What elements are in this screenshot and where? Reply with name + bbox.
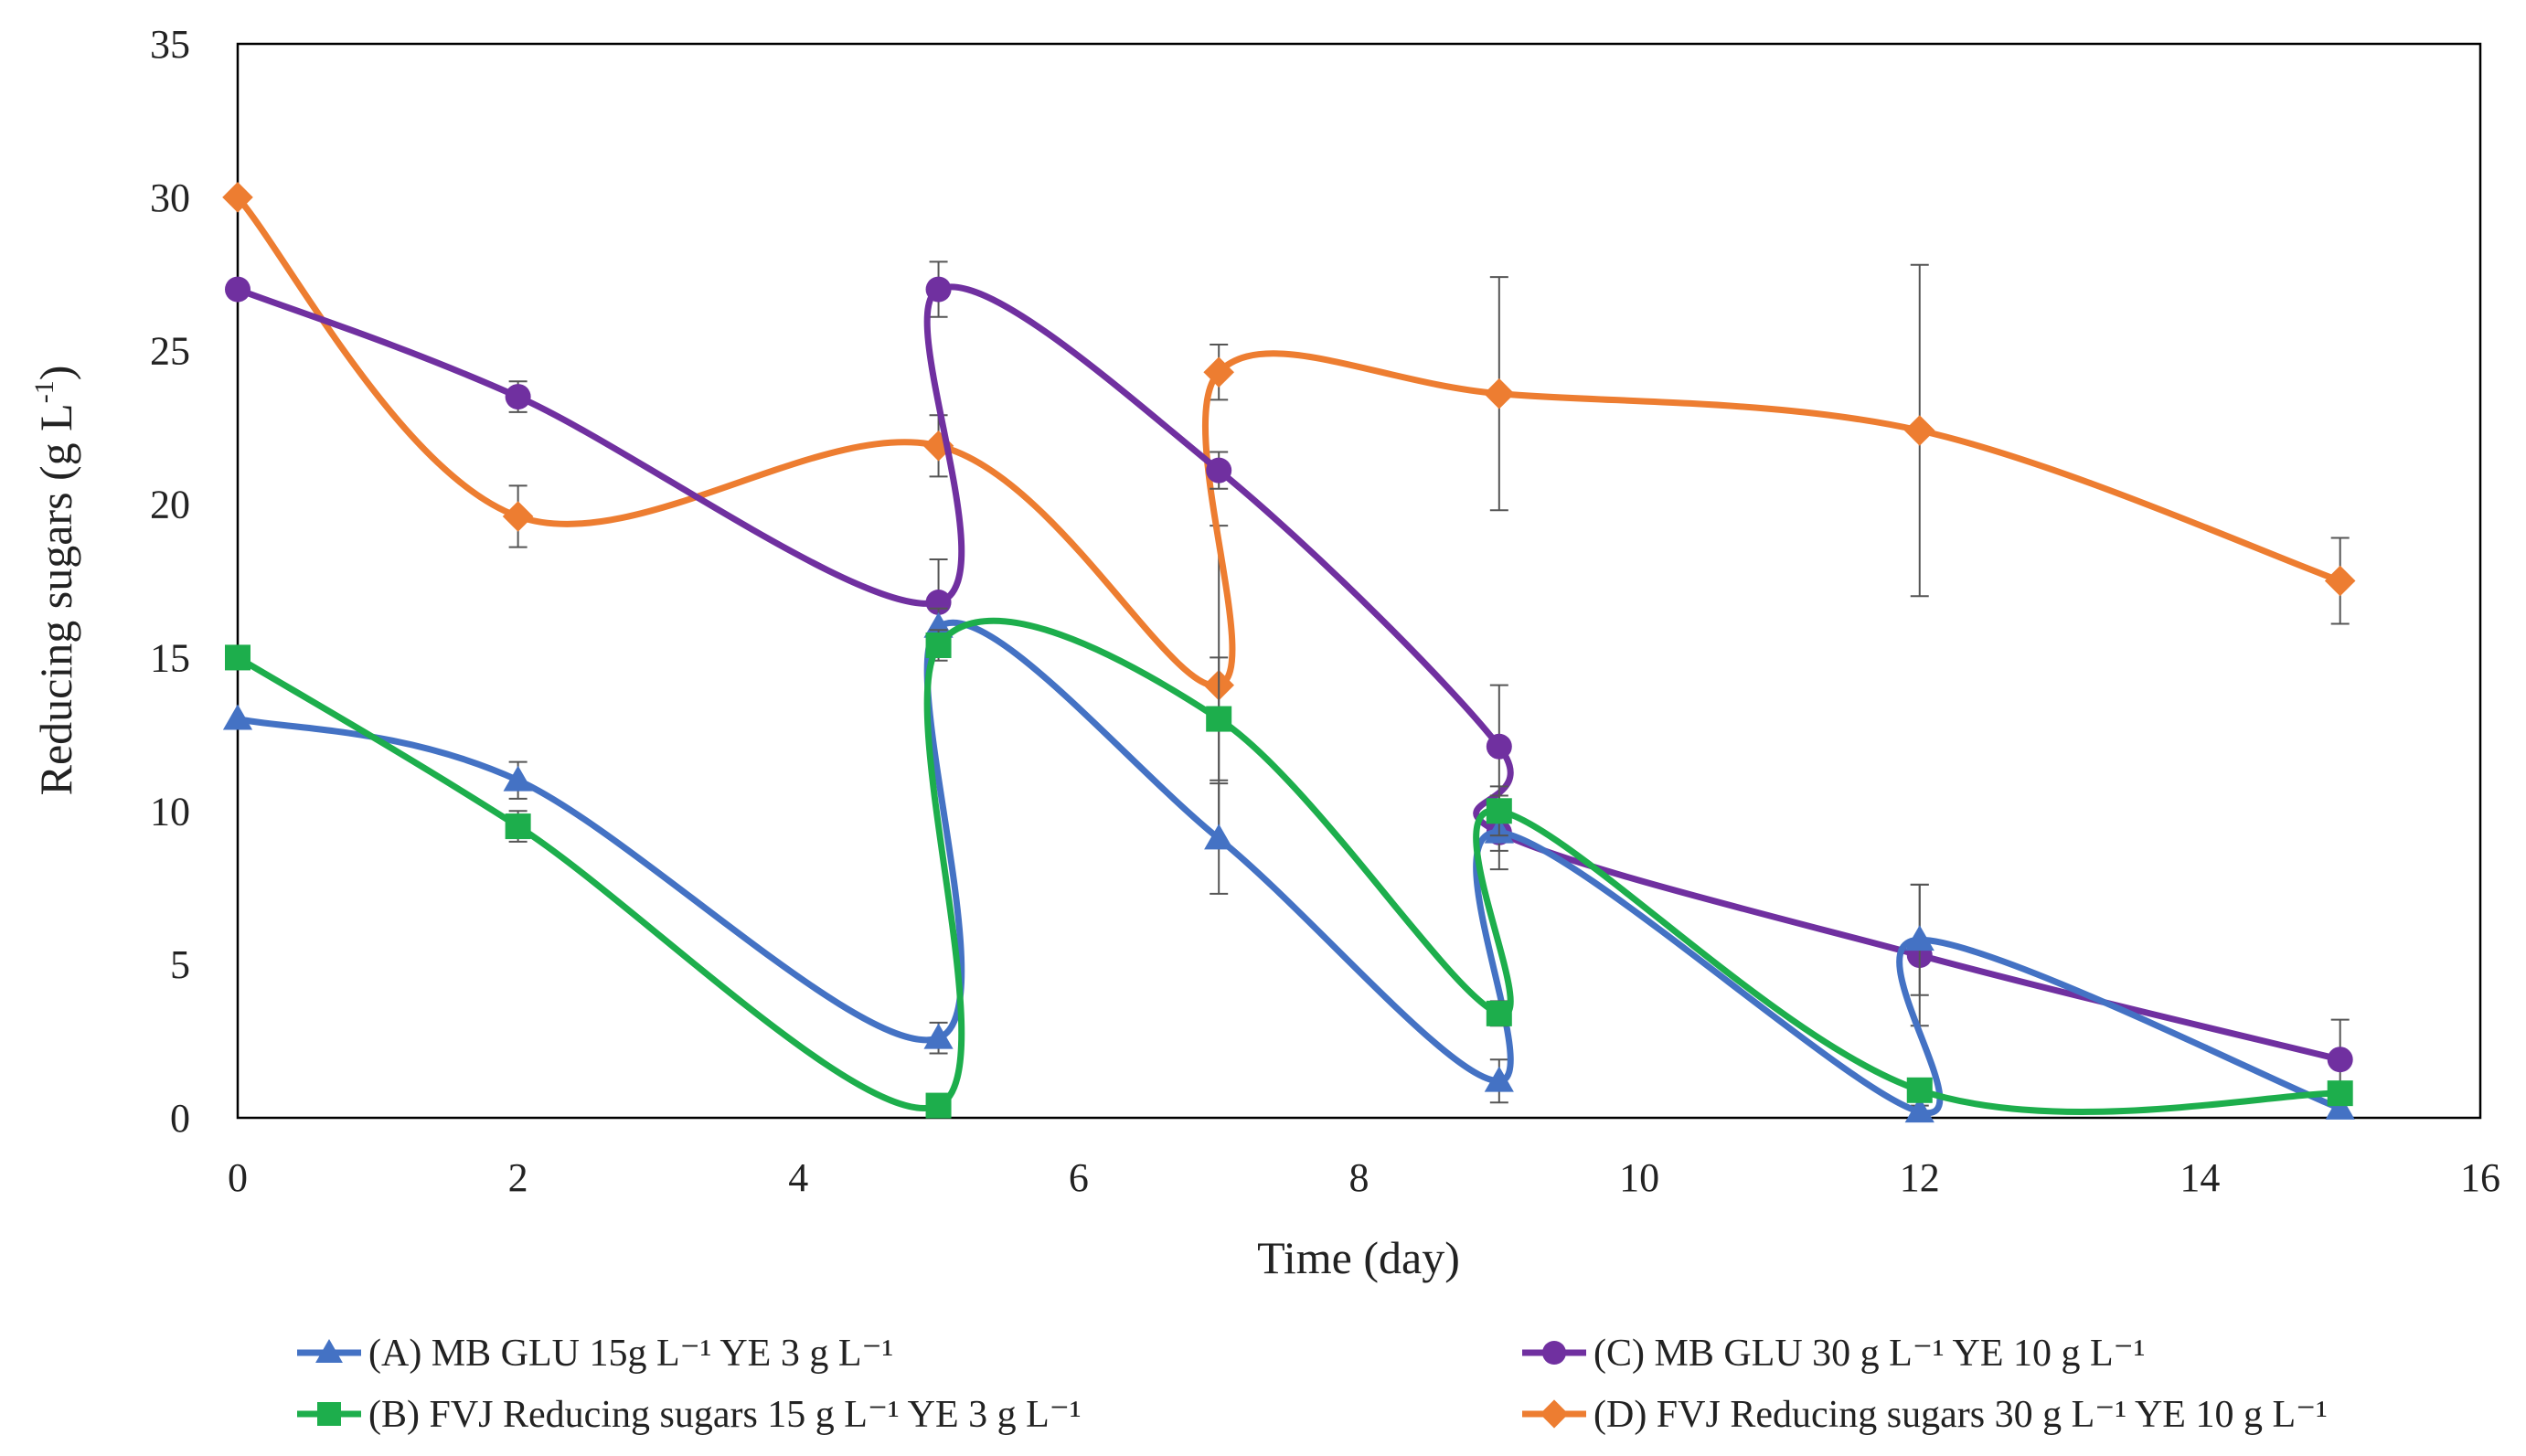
- x-tick-label: 0: [228, 1155, 248, 1200]
- legend-label: (D) FVJ Reducing sugars 30 g L⁻¹ YE 10 g…: [1593, 1394, 2328, 1436]
- data-point: [1206, 706, 1232, 732]
- data-point: [1486, 1000, 1512, 1026]
- y-tick-label: 20: [150, 483, 190, 527]
- y-axis-title-superscript: -1: [29, 380, 59, 403]
- legend-label: (C) MB GLU 30 g L⁻¹ YE 10 g L⁻¹: [1593, 1333, 2145, 1375]
- x-tick-label: 6: [1069, 1155, 1089, 1200]
- y-tick-label: 25: [150, 329, 190, 374]
- legend-marker: [317, 1402, 341, 1426]
- y-tick-label: 35: [150, 22, 190, 67]
- data-point: [1486, 798, 1512, 824]
- y-axis-title-main: Reducing sugars (g L: [30, 403, 81, 795]
- series-square: [225, 617, 2353, 1119]
- data-point: [222, 182, 253, 213]
- data-point: [1904, 1097, 1934, 1123]
- data-point: [222, 704, 253, 730]
- data-point: [502, 501, 534, 532]
- data-point: [1906, 1077, 1933, 1103]
- legend-item: (A) MB GLU 15g L⁻¹ YE 3 g L⁻¹: [297, 1333, 893, 1375]
- data-point: [1904, 925, 1934, 951]
- x-axis-title: Time (day): [1257, 1232, 1460, 1283]
- data-point: [925, 1092, 952, 1119]
- x-tick-label: 2: [508, 1155, 528, 1200]
- data-point: [1484, 1066, 1514, 1092]
- data-point: [923, 611, 954, 638]
- data-point: [225, 644, 250, 671]
- legend-label: (A) MB GLU 15g L⁻¹ YE 3 g L⁻¹: [368, 1333, 893, 1375]
- legend-marker: [315, 1339, 343, 1364]
- x-tick-label: 8: [1349, 1155, 1370, 1200]
- data-point: [505, 384, 531, 410]
- data-point: [225, 276, 250, 303]
- legend-marker: [1540, 1399, 1569, 1429]
- y-axis-title-end: ): [30, 366, 81, 381]
- data-point: [2327, 1047, 2353, 1073]
- data-point: [503, 765, 533, 792]
- x-tick-label: 16: [2460, 1155, 2500, 1200]
- data-point: [1484, 377, 1515, 409]
- data-point: [923, 1023, 954, 1049]
- series-triangle: [222, 607, 2355, 1123]
- y-axis-title: Reducing sugars (g L-1): [29, 366, 81, 796]
- y-tick-label: 0: [170, 1096, 190, 1141]
- y-tick-label: 15: [150, 635, 190, 680]
- data-point: [1486, 733, 1512, 760]
- series-line: [235, 195, 2341, 689]
- data-point: [2324, 565, 2356, 597]
- legend-label: (B) FVJ Reducing sugars 15 g L⁻¹ YE 3 g …: [368, 1394, 1082, 1436]
- x-tick-label: 14: [2180, 1155, 2220, 1200]
- series-line: [237, 619, 2342, 1117]
- data-point: [925, 276, 952, 303]
- legend-item: (D) FVJ Reducing sugars 30 g L⁻¹ YE 10 g…: [1522, 1394, 2328, 1436]
- x-tick-label: 4: [788, 1155, 808, 1200]
- series-diamond: [222, 182, 2356, 846]
- x-tick-label: 10: [1619, 1155, 1659, 1200]
- data-point: [1903, 415, 1935, 446]
- legend: (A) MB GLU 15g L⁻¹ YE 3 g L⁻¹ (B) FVJ Red…: [297, 1333, 2328, 1436]
- legend-marker: [1542, 1341, 1566, 1365]
- data-point: [1206, 457, 1232, 484]
- x-tick-labels: 0 2 4 6 8 10 12 14 16: [228, 1155, 2500, 1200]
- y-tick-labels: 0 5 10 15 20 25 30 35: [150, 22, 190, 1141]
- data-point: [1203, 356, 1234, 388]
- y-tick-label: 10: [150, 789, 190, 834]
- data-point: [2327, 1080, 2353, 1107]
- data-point: [505, 813, 531, 840]
- series-group: [222, 182, 2356, 1123]
- x-tick-label: 12: [1900, 1155, 1940, 1200]
- data-point: [2325, 1093, 2355, 1120]
- data-point: [925, 632, 952, 658]
- plot-area: [236, 42, 2482, 1120]
- legend-item: (B) FVJ Reducing sugars 15 g L⁻¹ YE 3 g …: [297, 1394, 1082, 1436]
- data-point: [1204, 824, 1234, 850]
- y-tick-label: 5: [170, 942, 190, 987]
- y-tick-label: 30: [150, 175, 190, 220]
- legend-item: (C) MB GLU 30 g L⁻¹ YE 10 g L⁻¹: [1522, 1333, 2145, 1375]
